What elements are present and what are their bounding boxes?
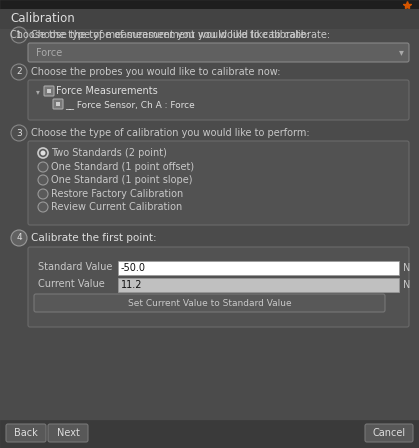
Text: Force Measurements: Force Measurements [56,86,158,96]
Circle shape [11,27,27,43]
FancyBboxPatch shape [28,141,409,225]
Text: Calibrate the first point:: Calibrate the first point: [31,233,157,243]
FancyBboxPatch shape [28,43,409,62]
Text: Calibration: Calibration [10,12,75,25]
FancyBboxPatch shape [53,99,63,109]
Bar [47,89,51,93]
Text: Review Current Calibration: Review Current Calibration [51,202,182,212]
Text: One Standard (1 point offset): One Standard (1 point offset) [51,162,194,172]
Bar [0,420,419,448]
Text: Current Value: Current Value [38,279,105,289]
Text: Choose the type of measurement you would like to calibrate:: Choose the type of measurement you would… [31,30,330,40]
Bar [0,9,419,28]
Bar [118,278,399,292]
Text: Choose the probes you would like to calibrate now:: Choose the probes you would like to cali… [31,67,280,77]
Text: -50.0: -50.0 [121,263,146,273]
Text: 11.2: 11.2 [121,280,142,290]
Text: Restore Factory Calibration: Restore Factory Calibration [51,189,183,199]
Text: Standard Value: Standard Value [38,262,112,272]
Text: Two Standards (2 point): Two Standards (2 point) [51,148,167,158]
Circle shape [38,189,48,199]
Text: 2: 2 [16,68,22,77]
FancyBboxPatch shape [6,424,46,442]
Circle shape [41,151,46,155]
FancyBboxPatch shape [34,294,385,312]
FancyBboxPatch shape [28,247,409,327]
Text: One Standard (1 point slope): One Standard (1 point slope) [51,175,192,185]
Circle shape [11,125,27,141]
Text: 4: 4 [16,233,22,242]
Text: Cancel: Cancel [372,428,406,438]
Circle shape [38,202,48,212]
Text: 3: 3 [16,129,22,138]
Text: Next: Next [57,428,80,438]
Text: Back: Back [14,428,38,438]
FancyBboxPatch shape [365,424,413,442]
FancyBboxPatch shape [48,424,88,442]
Bar [0,0,419,9]
Text: ▾: ▾ [36,87,40,96]
Circle shape [38,162,48,172]
FancyBboxPatch shape [44,86,54,96]
Text: N: N [403,263,411,273]
Text: Set Current Value to Standard Value: Set Current Value to Standard Value [128,298,291,307]
Circle shape [11,230,27,246]
Text: N: N [403,280,411,290]
FancyBboxPatch shape [28,80,409,120]
Text: Choose the type of measurement you would like to calibrate:: Choose the type of measurement you would… [10,30,309,40]
Text: 1: 1 [16,30,22,39]
Text: Choose the type of calibration you would like to perform:: Choose the type of calibration you would… [31,128,310,138]
Circle shape [11,64,27,80]
Circle shape [38,175,48,185]
Text: __ Force Sensor, Ch A : Force: __ Force Sensor, Ch A : Force [65,100,195,109]
Circle shape [38,148,48,158]
Bar [56,102,60,106]
Text: Force: Force [36,47,62,57]
Bar [118,261,399,275]
Text: ▾: ▾ [398,47,403,57]
